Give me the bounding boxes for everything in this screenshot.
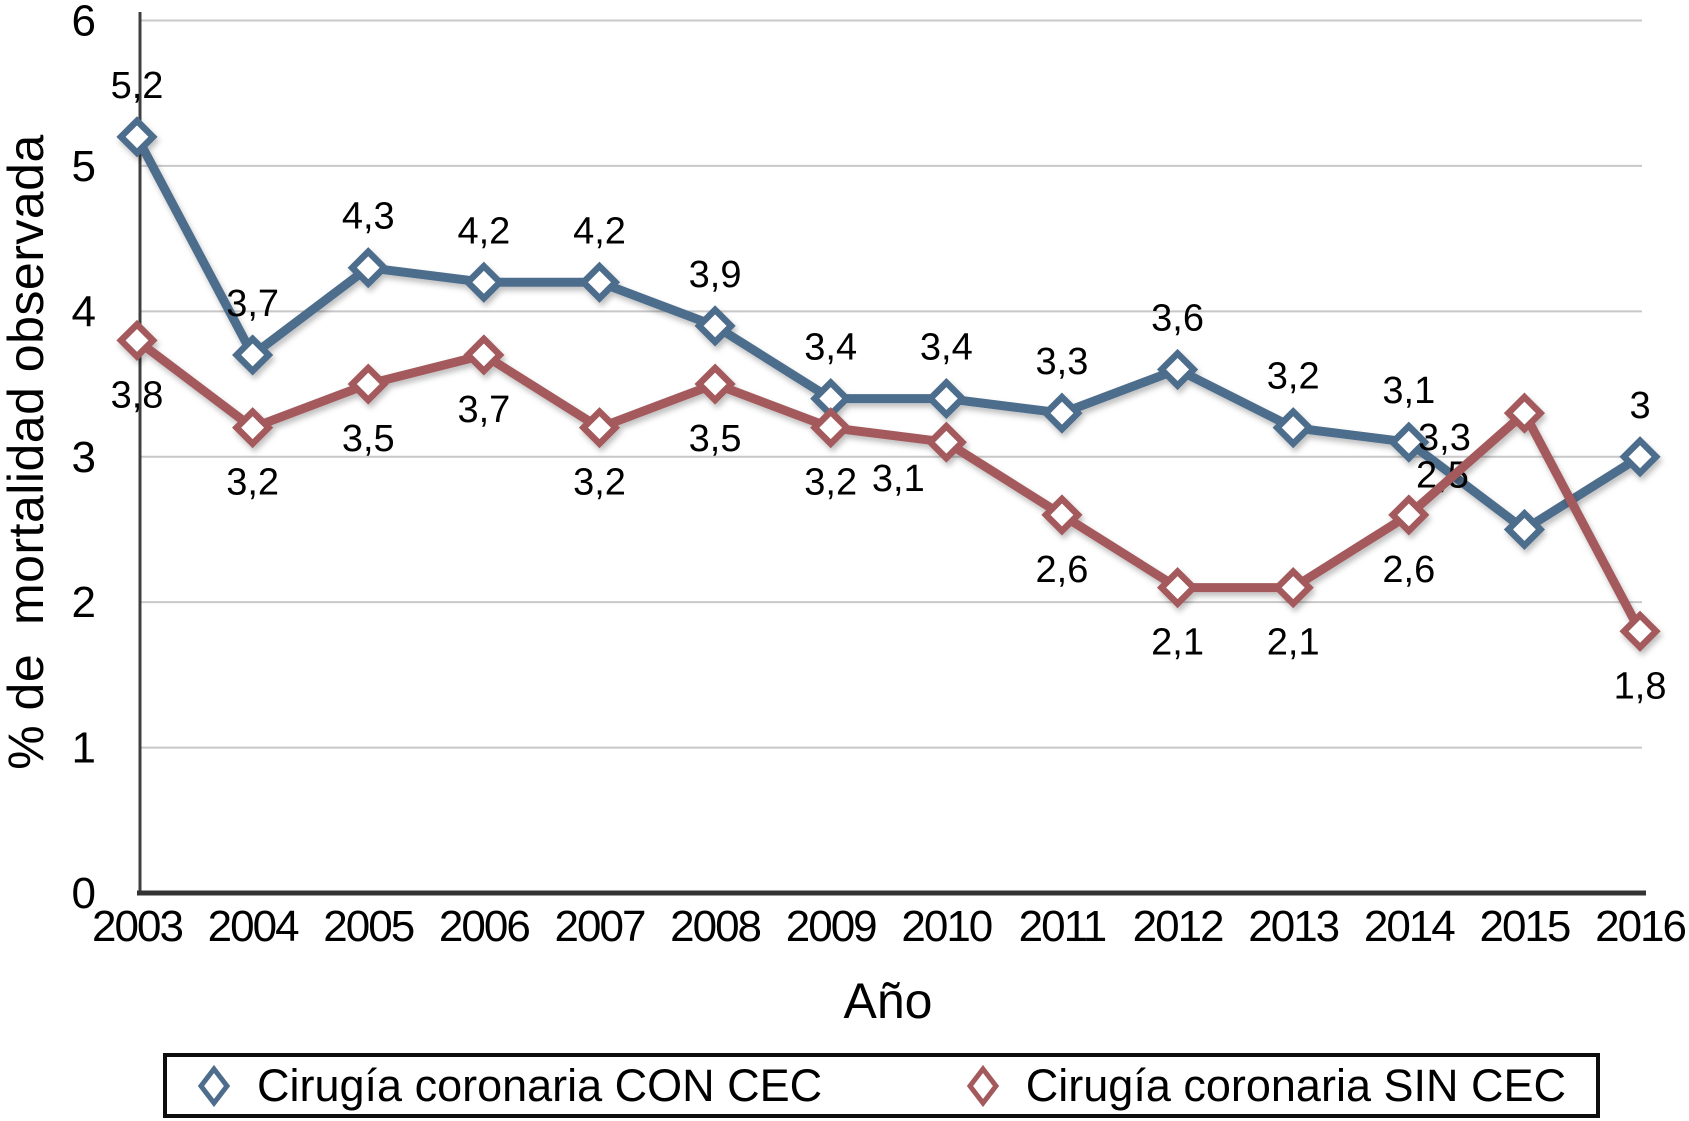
data-point-marker [463, 334, 505, 376]
data-point-marker [1619, 610, 1661, 652]
data-point-marker [1041, 494, 1083, 536]
diamond-marker-icon [197, 1064, 231, 1107]
data-point-marker [116, 319, 158, 362]
y-tick-label: 1 [72, 724, 96, 773]
data-label: 3,3 [1418, 417, 1471, 459]
data-point-marker [347, 247, 389, 289]
series-line [132, 335, 1645, 636]
data-point-marker [1156, 567, 1199, 609]
diamond-marker-icon [966, 1064, 999, 1107]
legend-label: Cirugía coronaria SIN CEC [1025, 1060, 1566, 1111]
data-point-marker [347, 363, 389, 405]
x-tick-label: 2011 [1019, 902, 1106, 951]
y-tick-label: 6 [72, 0, 96, 46]
data-point-marker [1272, 407, 1314, 449]
data-label: 3,2 [226, 462, 279, 504]
x-tick-label: 2006 [439, 902, 529, 951]
x-tick-label: 2008 [670, 902, 760, 951]
series-sin-cec: 3,8 3,2 3,5 3,7 3,2 3,5 3,2 3,1 2,6 2,1 2,1 2,6 3,3 1… [111, 319, 1667, 707]
data-label: 4,2 [573, 210, 626, 252]
data-label: 2,6 [1036, 549, 1089, 591]
data-label: 3,5 [342, 418, 395, 460]
data-point-marker [232, 334, 274, 376]
data-point-marker [1388, 421, 1430, 463]
data-point-marker [1041, 392, 1083, 434]
data-label: 4,2 [457, 210, 510, 252]
data-point-marker [810, 407, 852, 449]
x-tick-label: 2013 [1248, 902, 1338, 951]
legend-item-con-cec: Cirugía coronaria CON CEC [197, 1063, 822, 1108]
y-tick-label: 4 [72, 287, 96, 336]
x-tick-label: 2004 [208, 902, 299, 951]
y-axis-title: % de mortalidad observada [0, 134, 54, 770]
data-point-marker [1388, 494, 1430, 536]
data-label: 3,7 [457, 389, 510, 431]
series-con-cec: 5,23,74,3 4,2 4,23,93,4 3,4 3,33,63,2 3,12,53 [111, 65, 1661, 551]
data-label: 3,3 [1036, 341, 1089, 383]
data-label: 3,1 [872, 458, 925, 500]
data-label: 3,2 [1267, 356, 1320, 398]
data-label: 3,2 [573, 462, 626, 504]
x-tick-label: 2009 [786, 902, 876, 951]
data-point-marker [1503, 508, 1546, 551]
data-label: 2,1 [1151, 622, 1204, 664]
y-tick-label: 0 [72, 869, 96, 918]
data-point-marker [1156, 348, 1199, 391]
legend: Cirugía coronaria CON CEC Cirugía corona… [163, 1053, 1600, 1118]
data-point-marker [1272, 567, 1314, 609]
data-label: 1,8 [1614, 665, 1667, 707]
data-label: 3,4 [920, 327, 973, 369]
data-label: 3,4 [804, 327, 857, 369]
data-point-marker [116, 116, 158, 158]
x-axis-title: Año [843, 973, 933, 1029]
data-point-marker [694, 305, 736, 347]
legend-label: Cirugía coronaria CON CEC [257, 1060, 823, 1111]
data-label: 3,2 [804, 462, 857, 504]
data-point-marker [925, 421, 967, 463]
x-tick-label: 2015 [1479, 902, 1569, 951]
data-point-marker [694, 363, 736, 405]
data-point-marker [1503, 392, 1546, 434]
data-point-marker [578, 261, 621, 303]
data-point-marker [925, 377, 967, 420]
data-point-marker [463, 261, 505, 303]
x-tick-label: 2016 [1595, 902, 1685, 951]
x-tick-label: 2010 [901, 902, 991, 951]
data-label: 3,7 [226, 283, 279, 325]
x-tick-label: 2005 [323, 902, 413, 951]
data-label: 3 [1629, 385, 1650, 427]
data-point-marker [1619, 436, 1661, 478]
x-tick-label: 2014 [1364, 902, 1455, 951]
y-tick-label: 5 [72, 142, 96, 191]
data-label: 3,6 [1151, 298, 1204, 340]
data-label: 5,2 [111, 65, 164, 107]
data-label: 3,1 [1382, 370, 1435, 412]
x-tick-label: 2007 [555, 902, 645, 951]
y-tick-label: 2 [72, 578, 96, 627]
data-point-marker [578, 407, 621, 449]
data-label: 3,9 [689, 254, 742, 296]
y-tick-label: 3 [72, 433, 96, 482]
data-label: 3,8 [111, 374, 164, 416]
data-label: 3,5 [689, 418, 742, 460]
x-tick-label: 2003 [92, 902, 182, 951]
series-line [132, 132, 1645, 534]
data-point-marker [232, 407, 274, 449]
legend-item-sin-cec: Cirugía coronaria SIN CEC [966, 1063, 1566, 1108]
x-tick-label: 2012 [1133, 902, 1223, 951]
data-label: 4,3 [342, 196, 395, 238]
data-label: 2,6 [1382, 549, 1435, 591]
data-label: 2,1 [1267, 622, 1320, 664]
